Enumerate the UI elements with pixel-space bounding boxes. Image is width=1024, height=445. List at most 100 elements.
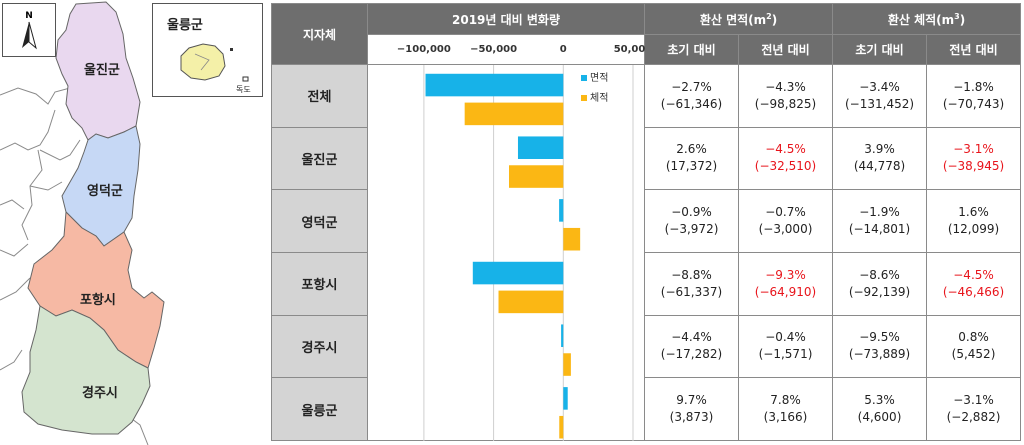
- area-prev-pct: −9.3%: [765, 267, 806, 282]
- x-tick-label: 50,000: [614, 44, 645, 55]
- header-change: 2019년 대비 변화량: [367, 3, 645, 35]
- volume-initial-pct: 3.9%: [864, 142, 895, 157]
- table-row: 포항시 −8.8% (−61,337) −9.3% (−64,910) −8.6% (…: [271, 251, 1022, 316]
- bar-volume: [563, 227, 581, 251]
- volume-initial-val: (−92,139): [848, 284, 911, 299]
- table-row: 전체 면적 체적 −2.7% (−61,346) −4.3% (−98,825) −3…: [271, 64, 1022, 441]
- bar-volume: [563, 353, 571, 376]
- region-gyeongju[interactable]: [21, 305, 151, 435]
- region-label-gyeongju: 경주시: [82, 386, 118, 401]
- volume-initial-val: (4,600): [857, 410, 902, 425]
- area-prev-val: (−32,510): [754, 159, 817, 174]
- volume-initial-val: (−14,801): [848, 222, 911, 237]
- volume-initial-pct: 5.3%: [864, 393, 895, 408]
- bar-volume: [509, 165, 564, 188]
- table-row: 울진군 2.6% (17,372) −4.5% (−32,510) 3.9% (44,…: [271, 126, 1022, 191]
- x-axis-ticks: −100,000 −50,000 0 50,000: [397, 44, 652, 55]
- inset-title: 울릉군: [167, 18, 203, 33]
- volume-prev-pct: 0.8%: [958, 330, 989, 345]
- header-volume-sup: 3: [954, 11, 960, 21]
- legend-label: 체적: [590, 92, 608, 104]
- header-area-text: 환산 면적(m: [699, 12, 767, 27]
- area-prev-cell: −4.5% (−32,510): [737, 126, 834, 191]
- volume-prev-cell: −3.1% (−38,945): [926, 126, 1022, 191]
- volume-prev-cell: 1.6% (12,099): [926, 189, 1022, 253]
- region-map: 울진군 영덕군 포항시 경주시 N 울릉군 독도: [0, 0, 268, 445]
- area-prev-pct: −0.4%: [765, 330, 806, 345]
- area-initial-cell: −4.4% (−17,282): [644, 314, 739, 379]
- volume-prev-pct: −4.5%: [953, 267, 994, 282]
- ulleung-inset: 울릉군 독도: [152, 3, 263, 97]
- area-initial-val: (−61,337): [660, 284, 723, 299]
- row-region-label: 울진군: [271, 126, 368, 191]
- volume-prev-cell: −4.5% (−46,466): [926, 251, 1022, 316]
- area-prev-cell: 7.8% (3,166): [737, 377, 834, 441]
- ulleung-island: [180, 43, 226, 81]
- header-area-prev: 전년 대비: [737, 34, 834, 65]
- area-initial-cell: 9.7% (3,873): [644, 377, 739, 441]
- row-region-label: 전체: [271, 64, 368, 128]
- table-row: 경주시 −4.4% (−17,282) −0.4% (−1,571) −9.5% (−…: [271, 314, 1022, 379]
- bar-area: [472, 261, 564, 285]
- bar-area: [559, 199, 564, 222]
- area-prev-cell: −4.3% (−98,825): [737, 64, 834, 128]
- area-initial-val: (17,372): [665, 159, 718, 174]
- row-region-label: 경주시: [271, 314, 368, 379]
- volume-prev-val: (−38,945): [942, 159, 1005, 174]
- area-initial-val: (−17,282): [660, 347, 723, 362]
- area-initial-cell: −2.7% (−61,346): [644, 64, 739, 128]
- area-prev-val: (−64,910): [754, 284, 817, 299]
- x-tick-label: −50,000: [470, 44, 517, 55]
- region-label-uljin: 울진군: [84, 63, 120, 78]
- area-initial-pct: 9.7%: [676, 393, 707, 408]
- row-region-label: 영덕군: [271, 189, 368, 253]
- bar-area: [563, 387, 568, 410]
- north-label: N: [25, 11, 33, 21]
- area-prev-val: (−3,000): [758, 222, 813, 237]
- dokdo-label: 독도: [236, 85, 251, 94]
- area-initial-val: (−61,346): [660, 96, 723, 111]
- dokdo-marker: [242, 76, 249, 82]
- volume-prev-val: (12,099): [947, 222, 1000, 237]
- volume-prev-pct: −1.8%: [953, 79, 994, 94]
- volume-prev-val: (−70,743): [942, 96, 1005, 111]
- volume-prev-cell: −1.8% (−70,743): [926, 64, 1022, 128]
- bar-area: [425, 73, 564, 97]
- bar-volume: [464, 102, 564, 126]
- bar-chart-cell: 면적 체적: [367, 64, 645, 441]
- small-island-marker: [230, 48, 233, 51]
- volume-initial-pct: −1.9%: [859, 205, 900, 220]
- x-tick-label: 0: [560, 44, 567, 55]
- area-prev-cell: −9.3% (−64,910): [737, 251, 834, 316]
- area-initial-cell: 2.6% (17,372): [644, 126, 739, 191]
- area-prev-cell: −0.7% (−3,000): [737, 189, 834, 253]
- area-prev-val: (3,166): [763, 410, 808, 425]
- volume-prev-val: (−46,466): [942, 284, 1005, 299]
- legend-swatch: [581, 95, 587, 101]
- area-initial-pct: −8.8%: [671, 267, 712, 282]
- admin-boundaries: [0, 87, 149, 445]
- map-svg: [0, 1, 165, 445]
- north-arrow-box: N: [2, 3, 56, 57]
- area-initial-cell: −8.8% (−61,337): [644, 251, 739, 316]
- region-pohang[interactable]: [27, 210, 165, 369]
- area-initial-pct: −0.9%: [671, 205, 712, 220]
- volume-initial-pct: −3.4%: [859, 79, 900, 94]
- table-row: 영덕군 −0.9% (−3,972) −0.7% (−3,000) −1.9% (−1…: [271, 189, 1022, 253]
- bar-volume: [559, 415, 564, 439]
- area-initial-cell: −0.9% (−3,972): [644, 189, 739, 253]
- volume-initial-val: (−73,889): [848, 347, 911, 362]
- area-prev-pct: −4.3%: [765, 79, 806, 94]
- volume-prev-val: (5,452): [951, 347, 996, 362]
- area-initial-pct: 2.6%: [676, 142, 707, 157]
- volume-prev-pct: −3.1%: [953, 142, 994, 157]
- header-volume-prev: 전년 대비: [926, 34, 1022, 65]
- area-prev-pct: 7.8%: [770, 393, 801, 408]
- header-volume-initial: 초기 대비: [832, 34, 928, 65]
- north-arrow-icon: N: [22, 11, 37, 50]
- ulleung-island-svg: [180, 43, 249, 82]
- volume-initial-cell: −9.5% (−73,889): [832, 314, 928, 379]
- bar-area: [517, 136, 564, 159]
- area-prev-pct: −4.5%: [765, 142, 806, 157]
